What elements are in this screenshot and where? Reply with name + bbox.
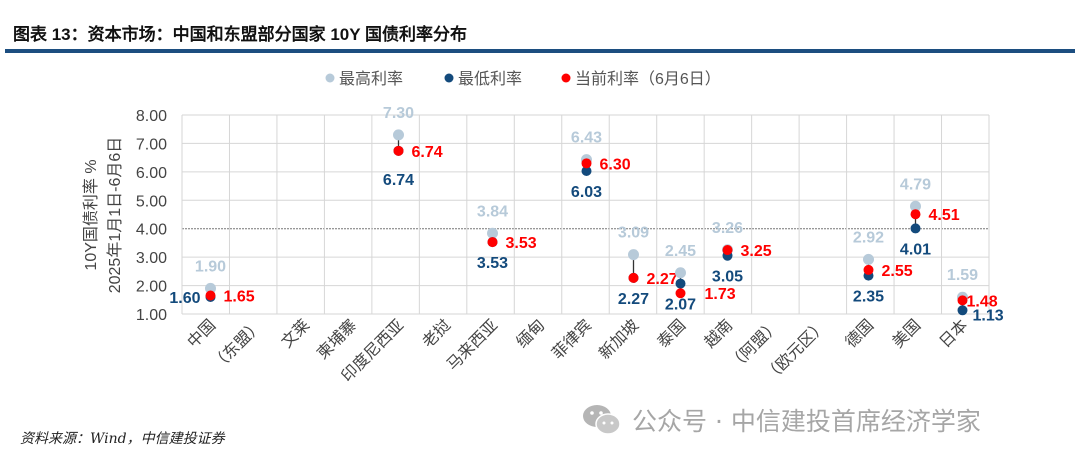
current-rate-label: 1.48	[967, 293, 998, 310]
current-rate-point	[393, 145, 404, 156]
current-rate-label: 6.74	[412, 144, 443, 161]
y-tick-label: 8.00	[136, 108, 167, 125]
current-rate-label: 1.73	[705, 286, 736, 303]
low-rate-label: 3.53	[477, 255, 508, 272]
x-tick-label: 柬埔寨	[314, 316, 361, 363]
x-tick-label: （东盟）	[208, 316, 266, 374]
high-rate-point	[863, 253, 874, 265]
current-rate-point	[487, 237, 498, 248]
y-tick-label: 5.00	[136, 193, 167, 210]
low-rate-label: 6.03	[571, 184, 602, 201]
high-rate-label: 3.26	[712, 220, 743, 237]
current-rate-label: 2.27	[647, 271, 678, 288]
current-rate-label: 2.55	[882, 263, 913, 280]
current-rate-point	[581, 158, 592, 169]
x-tick-label: 泰国	[654, 316, 689, 351]
current-rate-label: 3.53	[506, 235, 537, 252]
high-rate-label: 6.43	[571, 130, 602, 147]
current-rate-label: 6.30	[600, 156, 631, 173]
figure-title: 图表 13：资本市场：中国和东盟部分国家 10Y 国债利率分布	[13, 25, 468, 44]
current-rate-label: 3.25	[741, 243, 772, 260]
y-tick-label: 7.00	[136, 136, 167, 153]
current-rate-point	[675, 288, 686, 299]
high-rate-label: 2.45	[665, 243, 696, 260]
current-rate-point	[722, 245, 733, 256]
high-rate-label: 2.92	[853, 229, 884, 246]
legend-marker	[561, 73, 571, 83]
chart: 1.00 2.00 3.00 4.00 5.00 6.00 7.00 8.00 10Y国债利率 …	[82, 70, 1004, 385]
current-rate-point	[863, 264, 874, 275]
current-rate-point	[205, 290, 216, 301]
low-rate-label: 1.60	[169, 290, 200, 307]
legend-label: 最低利率	[458, 70, 522, 88]
watermark: 公众号 · 中信建投首席经济学家	[582, 402, 981, 438]
legend-label: 当前利率（6月6日）	[575, 70, 721, 88]
y-tick-label: 3.00	[136, 250, 167, 267]
legend-marker	[444, 73, 454, 83]
low-rate-point	[957, 305, 968, 316]
low-rate-label: 1.13	[973, 307, 1004, 324]
x-tick-label: 中国	[184, 316, 219, 351]
current-rate-label: 1.65	[224, 289, 255, 306]
x-tick-label: 缅甸	[513, 316, 548, 351]
y-axis-title: 10Y国债利率 %	[82, 159, 100, 270]
x-tick-label: 美国	[889, 316, 924, 351]
low-rate-label: 2.27	[618, 291, 649, 308]
low-rate-label: 6.74	[383, 172, 414, 189]
legend-label: 最高利率	[339, 70, 403, 88]
current-rate-point	[910, 209, 921, 220]
x-tick-label: 新加坡	[596, 316, 643, 363]
legend-marker	[325, 73, 335, 83]
low-rate-label: 2.07	[665, 297, 696, 314]
y-tick-label: 6.00	[136, 165, 167, 182]
x-tick-label: 越南	[701, 316, 736, 351]
y-axis-title: 2025年1月1日-6月6日	[106, 137, 124, 294]
current-rate-point	[957, 295, 968, 306]
wechat-icon	[583, 405, 621, 435]
low-rate-point	[581, 166, 592, 177]
x-tick-label: 德国	[842, 316, 877, 351]
high-rate-label: 1.59	[947, 267, 978, 284]
high-rate-label: 3.09	[618, 225, 649, 242]
current-rate-label: 4.51	[929, 207, 960, 224]
low-rate-point	[910, 223, 921, 234]
x-tick-label: 文莱	[278, 316, 313, 351]
title-rule	[5, 49, 1075, 53]
low-rate-label: 2.35	[853, 289, 884, 306]
x-tick-label: 老挝	[419, 316, 454, 351]
x-tick-label: 马来西亚	[443, 316, 501, 374]
low-rate-label: 4.01	[900, 241, 931, 258]
high-rate-point	[393, 129, 404, 141]
watermark-text: 公众号 · 中信建投首席经济学家	[632, 407, 981, 436]
low-rate-point	[675, 278, 686, 289]
low-rate-label: 3.05	[712, 269, 743, 286]
high-rate-point	[910, 200, 921, 212]
x-tick-label: 菲律宾	[549, 316, 596, 363]
y-tick-label: 2.00	[136, 279, 167, 296]
y-tick-label: 4.00	[136, 222, 167, 239]
high-rate-label: 4.79	[900, 176, 931, 193]
high-rate-label: 3.84	[477, 203, 508, 220]
high-rate-point	[487, 227, 498, 239]
high-rate-point	[205, 282, 216, 294]
source-note: 资料来源：Wind，中信建投证券	[20, 431, 225, 447]
current-rate-point	[628, 272, 639, 283]
high-rate-label: 1.90	[195, 258, 226, 275]
high-rate-point	[628, 249, 639, 261]
high-rate-label: 7.30	[383, 105, 414, 122]
x-tick-label: 日本	[936, 316, 971, 351]
high-rate-point	[675, 267, 686, 279]
y-tick-label: 1.00	[136, 307, 167, 324]
